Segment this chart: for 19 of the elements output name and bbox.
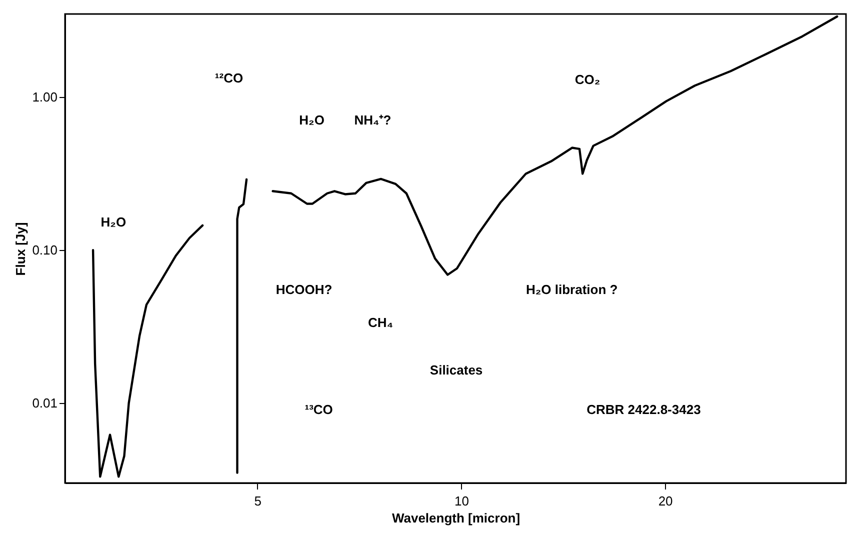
annotation: H₂O bbox=[299, 112, 324, 128]
annotation: ¹²CO bbox=[214, 70, 244, 86]
x-axis-title: Wavelength [micron] bbox=[392, 510, 520, 526]
annotation: Silicates bbox=[430, 362, 483, 378]
y-tick-label: 0.01 bbox=[32, 396, 58, 411]
annotation: H₂O libration ? bbox=[526, 282, 618, 297]
annotation: ¹³CO bbox=[304, 402, 333, 417]
y-tick-label: 1.00 bbox=[32, 90, 58, 105]
annotation: NH₄⁺? bbox=[354, 112, 392, 128]
annotation: CO₂ bbox=[574, 72, 600, 88]
annotation: CRBR 2422.8-3423 bbox=[586, 402, 701, 417]
x-tick-label: 5 bbox=[254, 494, 262, 508]
x-tick-label: 20 bbox=[658, 494, 673, 508]
annotation: CH₄ bbox=[368, 315, 394, 330]
y-tick-label: 0.10 bbox=[32, 242, 58, 258]
x-tick-label: 10 bbox=[454, 494, 469, 508]
annotation: HCOOH? bbox=[276, 282, 332, 297]
y-axis-title: Flux [Jy] bbox=[13, 222, 28, 276]
annotation: H₂O bbox=[100, 214, 126, 230]
